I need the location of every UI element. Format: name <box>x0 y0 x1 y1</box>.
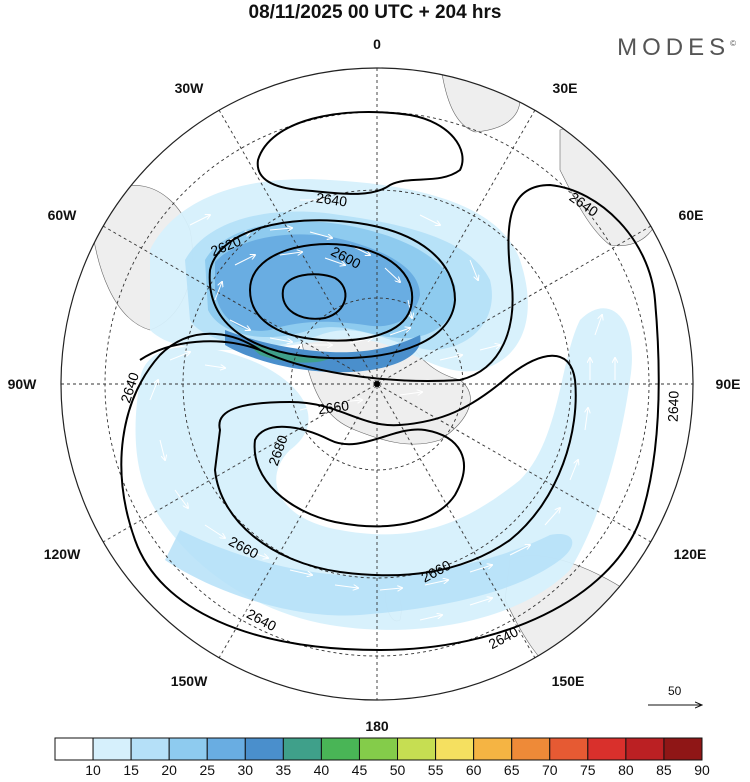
colorbar-swatch <box>435 737 475 761</box>
greenland-land <box>439 68 521 133</box>
colorbar-tick-label: 90 <box>694 762 710 778</box>
contour-2680 <box>253 425 465 528</box>
colorbar-tick-label: 65 <box>503 762 520 778</box>
wind-35-band <box>225 330 421 373</box>
colorbar-swatch <box>397 737 437 761</box>
lon-label-60w: 60W <box>47 207 77 223</box>
lon-label-60e: 60E <box>678 207 704 223</box>
south-pole-dot <box>374 381 380 387</box>
contour-label: 2640 <box>315 189 348 209</box>
colorbar-tick-label: 70 <box>541 762 558 778</box>
contour-2640-main <box>120 183 660 652</box>
colorbar-tick-label: 45 <box>351 762 368 778</box>
contour-2620 <box>208 219 457 360</box>
colorbar-swatch <box>511 737 551 761</box>
colorbar-tick-label: 80 <box>618 762 634 778</box>
colorbar-tick-label: 55 <box>427 762 444 778</box>
colorbar-tick-label: 60 <box>465 762 482 778</box>
colorbar-tick-label: 10 <box>85 762 101 778</box>
colorbar-tick-label: 35 <box>275 762 292 778</box>
colorbar-swatch <box>282 737 322 761</box>
lon-label-180: 180 <box>365 718 389 734</box>
contour-label: 2640 <box>665 390 682 422</box>
colorbar-tick-label: 75 <box>580 762 596 778</box>
contour-2660 <box>213 354 577 577</box>
colorbar-tick-label: 85 <box>656 762 672 778</box>
graticule <box>61 68 693 700</box>
vector-reference-label: 50 <box>668 684 682 698</box>
colorbar-tick-label: 25 <box>199 762 216 778</box>
contour-closed-low-inner <box>281 273 347 320</box>
lon-label-30w: 30W <box>174 80 204 96</box>
colorbar-swatch <box>587 737 627 761</box>
colorbar-tick-label: 40 <box>313 762 330 778</box>
colorbar-swatch <box>549 737 589 761</box>
colorbar-swatch <box>663 737 703 761</box>
colorbar-swatch <box>206 737 246 761</box>
lon-label-120w: 120W <box>43 546 81 562</box>
lon-label-120e: 120E <box>673 546 707 562</box>
colorbar-swatch <box>130 737 170 761</box>
colorbar-tick-label: 30 <box>237 762 254 778</box>
contour-2640-north-cap <box>256 111 464 195</box>
map-boundary <box>60 67 694 701</box>
contour-2640-west <box>139 340 261 361</box>
colorbar-tick-label: 50 <box>389 762 406 778</box>
colorbar-swatch <box>473 737 513 761</box>
colorbar-tick-label: 20 <box>161 762 177 778</box>
colorbar-swatch <box>92 737 132 761</box>
wind-15-band-south <box>135 308 632 630</box>
lon-label-90w: 90W <box>7 376 37 392</box>
map-title: 08/11/2025 00 UTC + 204 hrs <box>248 2 502 23</box>
lon-label-150w: 150W <box>170 673 208 689</box>
contour-label: 2660 <box>317 397 350 417</box>
brand-mark: © <box>730 39 736 48</box>
lon-label-30e: 30E <box>552 80 578 96</box>
colorbar-swatch <box>244 737 284 761</box>
lon-label-0: 0 <box>373 36 381 52</box>
contour-2600 <box>248 243 414 342</box>
wind-30-band <box>215 234 420 331</box>
colorbar-tick-label: 15 <box>123 762 139 778</box>
colorbar-swatch <box>168 737 208 761</box>
eurasia-land <box>559 126 661 247</box>
colorbar <box>54 737 703 761</box>
height-contours <box>120 111 660 652</box>
colorbar-swatch <box>54 737 94 761</box>
brand-name: MODES <box>617 34 731 61</box>
lon-label-150e: 150E <box>551 673 585 689</box>
colorbar-swatch <box>320 737 360 761</box>
colorbar-swatch <box>358 737 399 761</box>
wind-20-band-south <box>165 530 573 616</box>
brand-logo: MODES© <box>617 34 736 62</box>
colorbar-swatch <box>625 737 665 761</box>
lon-label-90e: 90E <box>715 376 741 392</box>
